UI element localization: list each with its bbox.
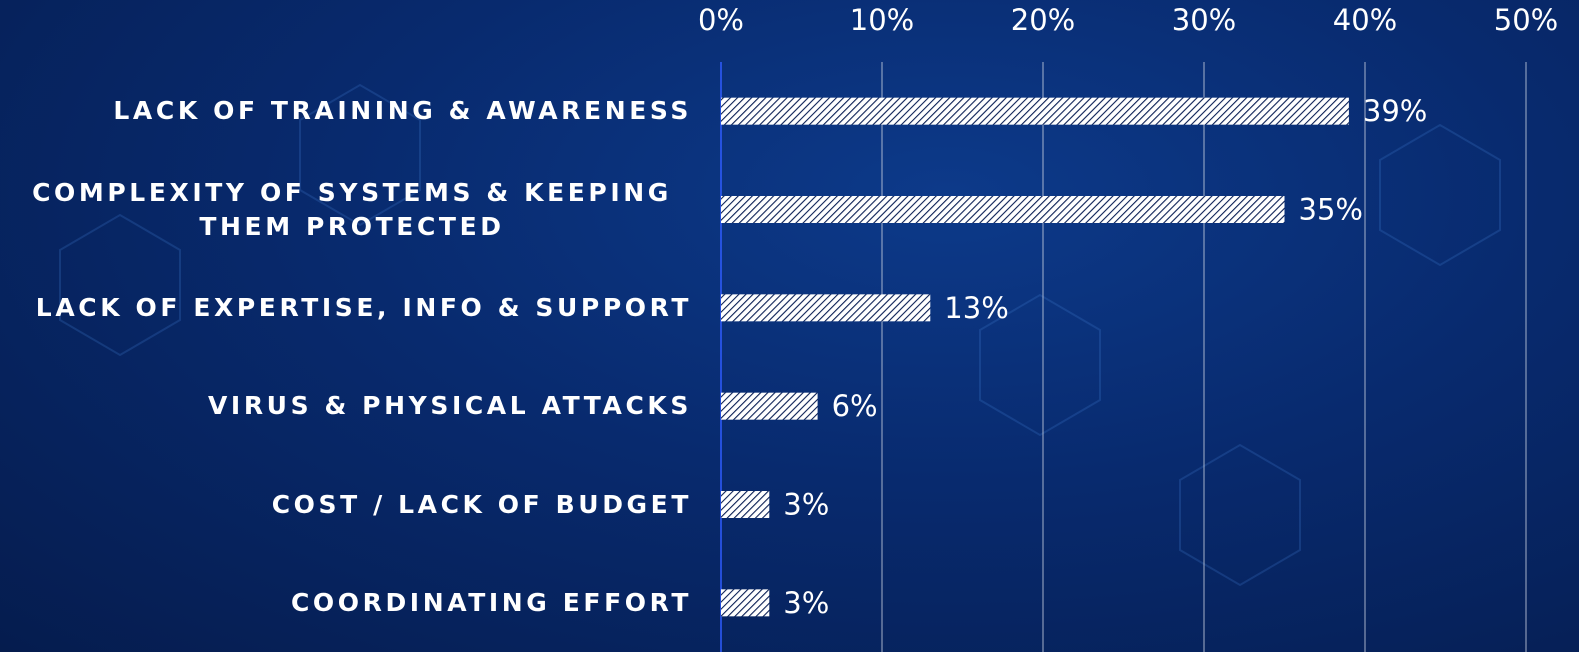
y-tick-label: COORDINATING EFFORT	[291, 586, 692, 620]
y-tick-label: LACK OF TRAINING & AWARENESS	[113, 94, 692, 128]
x-tick-label: 40%	[1333, 3, 1397, 37]
value-label: 6%	[832, 389, 878, 423]
value-label: 3%	[783, 586, 829, 620]
bar	[721, 196, 1285, 223]
x-tick-label: 0%	[698, 3, 744, 37]
value-label: 39%	[1363, 94, 1427, 128]
x-tick-label: 50%	[1494, 3, 1558, 37]
bar	[721, 294, 930, 321]
y-tick-label: VIRUS & PHYSICAL ATTACKS	[208, 389, 692, 423]
y-tick-label: LACK OF EXPERTISE, INFO & SUPPORT	[36, 291, 692, 325]
x-tick-label: 30%	[1172, 3, 1236, 37]
bar	[721, 393, 818, 420]
value-label: 35%	[1299, 193, 1363, 227]
chart: 0% 10% 20% 30% 40% 50% 39% 35% 13% 6% 3% 3% LACK OF…	[0, 0, 1579, 652]
x-tick-label: 10%	[850, 3, 914, 37]
value-label: 3%	[783, 488, 829, 522]
y-tick-label: COMPLEXITY OF SYSTEMS & KEEPING THEM PRO…	[12, 176, 692, 244]
bar	[721, 98, 1349, 125]
bar	[721, 491, 769, 518]
y-tick-label: COST / LACK OF BUDGET	[272, 488, 692, 522]
value-label: 13%	[944, 291, 1008, 325]
x-tick-label: 20%	[1011, 3, 1075, 37]
bar	[721, 589, 769, 616]
